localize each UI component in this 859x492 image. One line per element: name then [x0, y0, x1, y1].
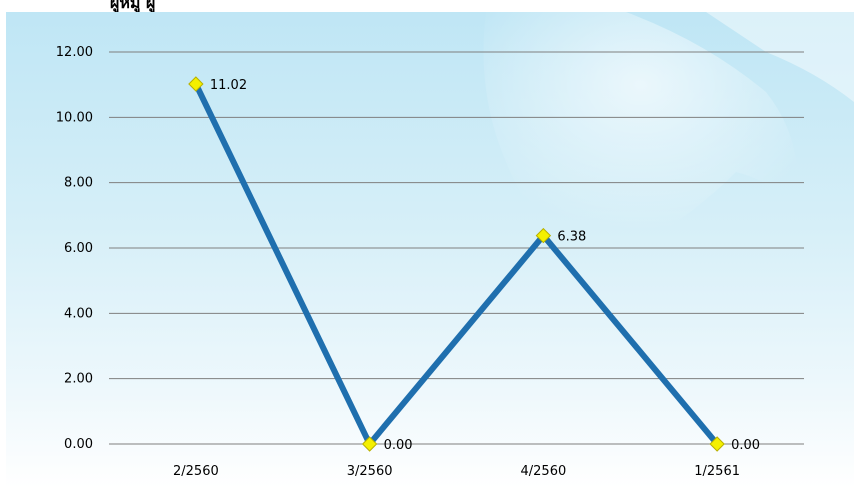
chart-header-title: ผู้หมู่ ผู้ [110, 0, 156, 12]
series-group [188, 76, 725, 452]
data-point-marker [535, 227, 552, 244]
series-line [192, 81, 721, 447]
x-tick-label: 4/2560 [521, 464, 567, 479]
data-label: 11.02 [210, 78, 247, 93]
x-tick-label: 1/2561 [694, 464, 740, 479]
data-label: 0.00 [384, 438, 413, 453]
data-label: 0.00 [731, 438, 760, 453]
y-tick-label: 0.00 [64, 437, 93, 452]
data-labels: 11.02 0.00 6.38 0.00 [210, 78, 760, 453]
y-tick-label: 2.00 [64, 372, 93, 387]
y-tick-label: 6.00 [64, 241, 93, 256]
y-tick-label: 8.00 [64, 176, 93, 191]
data-label: 6.38 [557, 230, 586, 245]
background-watermark [483, 12, 854, 256]
x-tick-label: 2/2560 [173, 464, 219, 479]
data-point-marker [361, 436, 378, 452]
y-tick-label: 10.00 [56, 110, 93, 125]
y-tick-label: 4.00 [64, 306, 93, 321]
x-tick-label: 3/2560 [347, 464, 393, 479]
y-axis-ticks: 0.00 2.00 4.00 6.00 8.00 10.00 12.00 [56, 45, 93, 452]
title-strip: ผู้หมู่ ผู้ [0, 0, 859, 12]
data-point-marker [188, 76, 204, 92]
x-axis-ticks: 2/2560 3/2560 4/2560 1/2561 [173, 464, 740, 479]
data-point-marker [709, 436, 725, 452]
y-tick-label: 12.00 [56, 45, 93, 60]
plot-background [6, 12, 854, 488]
gridlines [109, 51, 804, 445]
